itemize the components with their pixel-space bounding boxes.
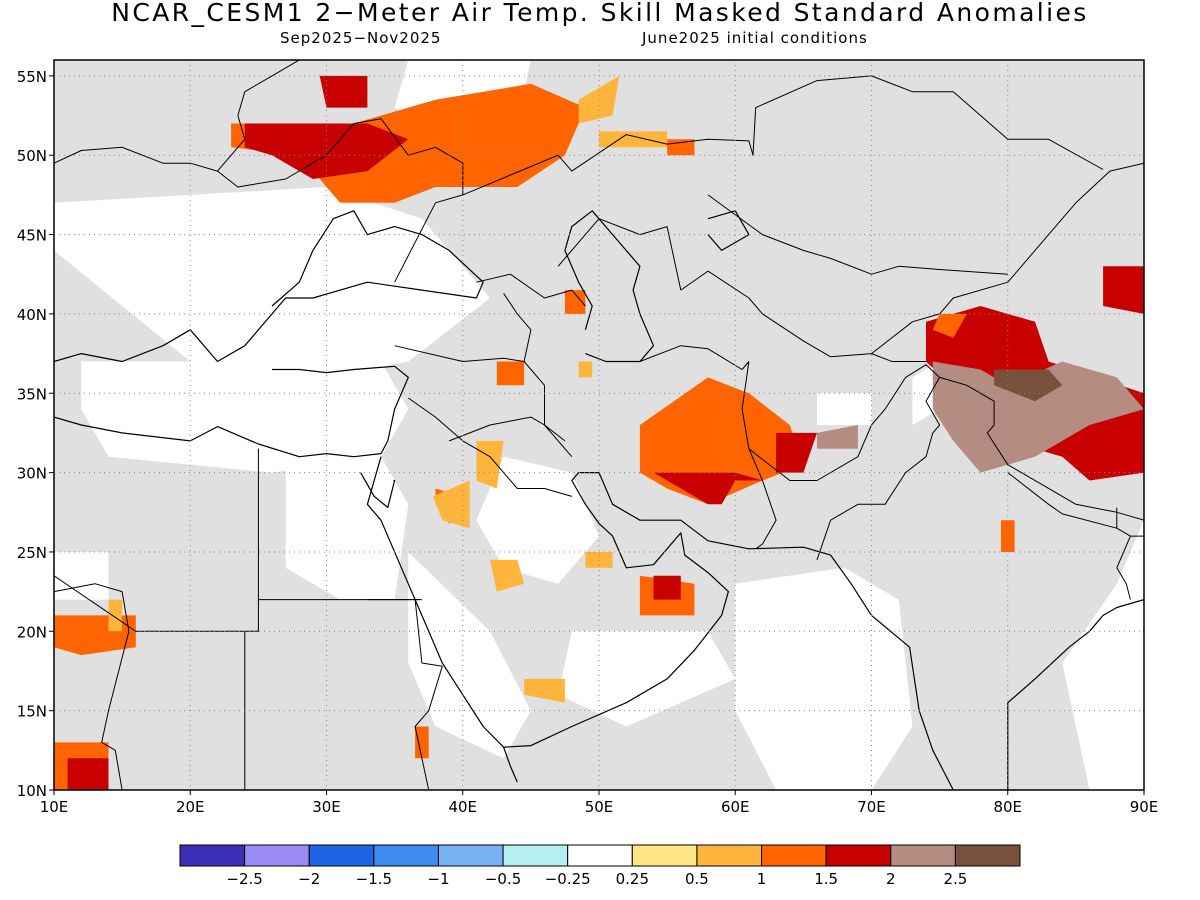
lat-tick-label: 35N [17, 385, 47, 403]
anomaly-patch [578, 361, 593, 378]
anomaly-patch [244, 123, 409, 179]
anomaly-patch [653, 575, 681, 600]
legend-swatch [437, 844, 504, 867]
lat-tick-label: 20N [17, 623, 47, 641]
lat-tick-label: 40N [17, 306, 47, 324]
legend-swatch [567, 844, 633, 867]
legend-swatch [954, 844, 1021, 867]
graticule [54, 60, 1144, 790]
anomaly-patch [585, 552, 613, 568]
anomaly-patch [108, 599, 123, 632]
legend-swatch [890, 844, 956, 867]
lat-tick-label: 55N [17, 68, 47, 86]
lon-tick-label: 90E [1130, 798, 1159, 816]
chart-title: NCAR_CESM1 2−Meter Air Temp. Skill Maske… [111, 0, 1089, 27]
lon-tick-label: 50E [585, 798, 614, 816]
legend-label: 0.25 [616, 870, 649, 888]
lon-tick-label: 60E [721, 798, 750, 816]
anomaly-patch [578, 75, 620, 124]
legend-swatch [179, 844, 246, 867]
anomaly-patch [994, 369, 1063, 402]
lat-tick-label: 50N [17, 147, 47, 165]
lat-tick-label: 15N [17, 703, 47, 721]
color-legend: −2.5 −2 −1.5 −1 −0.5 −0.25 0.25 0.5 1 1.5 2 2.5 [179, 844, 1021, 888]
anomaly-patch [319, 75, 368, 108]
lon-tick-label: 30E [312, 798, 341, 816]
legend-label: 1 [757, 870, 767, 888]
legend-label: −0.5 [485, 870, 521, 888]
legend-label: 2 [886, 870, 896, 888]
anomaly-patch [67, 758, 109, 790]
legend-swatch [825, 844, 892, 867]
legend-swatch [373, 844, 439, 867]
legend-label: −2.5 [226, 870, 262, 888]
legend-label: 2.5 [943, 870, 967, 888]
anomaly-patch [817, 425, 858, 449]
initial-conditions: June2025 initial conditions [642, 29, 868, 47]
anomaly-patch [496, 361, 525, 386]
legend-swatch [502, 844, 569, 867]
lon-tick-label: 70E [857, 798, 886, 816]
legend-label: −0.25 [545, 870, 591, 888]
legend-label: −2 [298, 870, 320, 888]
anomaly-patch [639, 377, 804, 505]
anomaly-patch [599, 131, 668, 148]
legend-label: −1.5 [356, 870, 392, 888]
anomaly-patch [490, 559, 525, 592]
lat-tick-label: 10N [17, 782, 47, 800]
anomaly-patch [932, 361, 1144, 473]
legend-swatch [761, 844, 827, 867]
lon-tick-label: 40E [448, 798, 477, 816]
lon-tick-label: 20E [176, 798, 205, 816]
anomaly-patch [564, 290, 586, 314]
legend-swatch [631, 844, 698, 867]
anomaly-patch [524, 678, 565, 703]
legend-swatch [308, 844, 375, 867]
forecast-period: Sep2025−Nov2025 [280, 29, 442, 47]
anomaly-patch [1000, 520, 1015, 552]
axis-ticks: 10E 20E 30E 40E 50E 60E 70E 80E 90E 10N 15N 20N 25N 3… [17, 68, 1159, 816]
lat-tick-label: 45N [17, 227, 47, 245]
anomaly-patch [776, 432, 817, 473]
lon-tick-label: 80E [993, 798, 1022, 816]
legend-label: −1 [427, 870, 449, 888]
legend-swatch [696, 844, 763, 867]
anomaly-patch [932, 313, 967, 338]
legend-swatch [244, 844, 310, 867]
lon-tick-label: 10E [40, 798, 69, 816]
anomaly-patch [432, 480, 470, 529]
lat-tick-label: 30N [17, 465, 47, 483]
anomaly-patch [415, 726, 429, 759]
legend-label: 0.5 [685, 870, 709, 888]
anomaly-patch [1103, 266, 1144, 314]
legend-label: 1.5 [814, 870, 838, 888]
lat-tick-label: 25N [17, 544, 47, 562]
